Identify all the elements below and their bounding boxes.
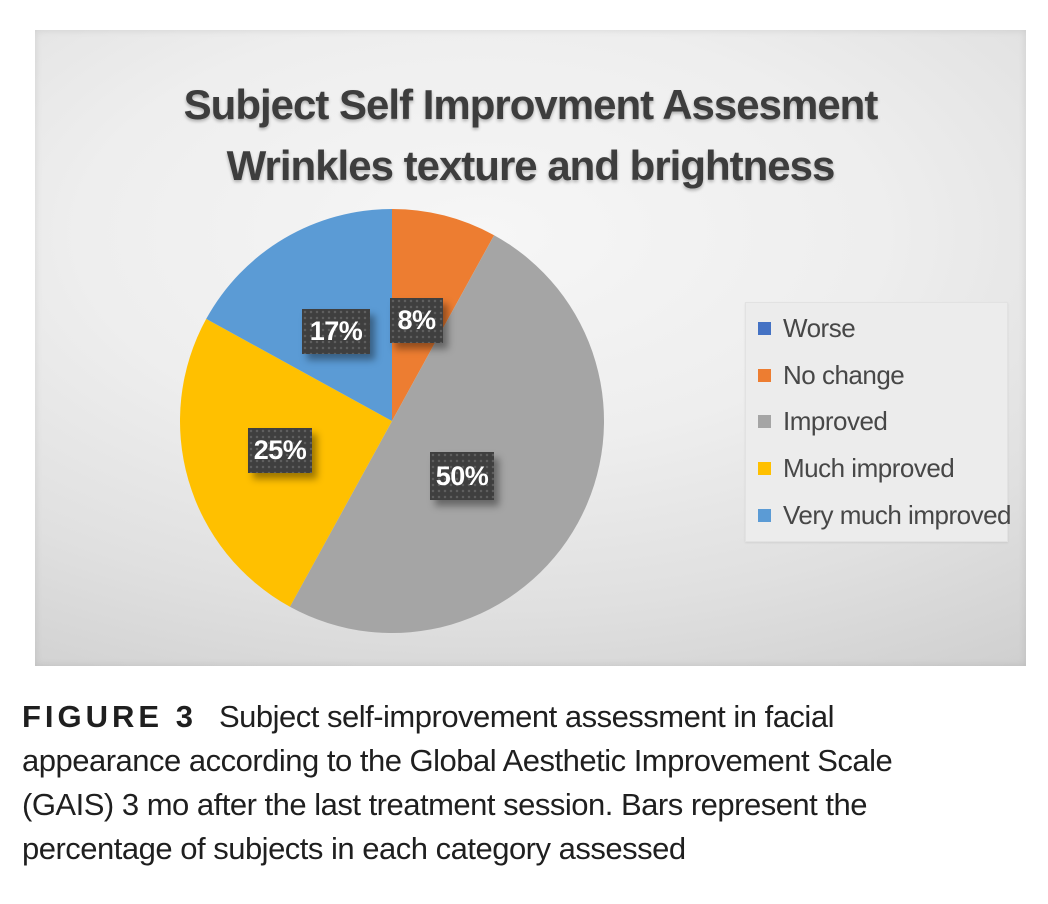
caption-line-1: FIGURE 3 Subject self-improvement assessm… bbox=[22, 695, 1032, 739]
pie-label-improved: 50% bbox=[430, 452, 494, 500]
legend-swatch-much-improved bbox=[758, 462, 771, 476]
caption-text-1: Subject self-improvement assessment in f… bbox=[218, 699, 834, 734]
pie-label-much-improved: 25% bbox=[248, 428, 312, 473]
legend-swatch-very-much-improved bbox=[758, 509, 771, 523]
legend-label-worse: Worse bbox=[783, 312, 856, 343]
chart-title-line-2: Wrinkles texture and brightness bbox=[226, 142, 836, 189]
caption-line-3: (GAIS) 3 mo after the last treatment ses… bbox=[22, 787, 868, 822]
pie-chart-svg bbox=[179, 209, 605, 634]
pie-slice-improved bbox=[289, 235, 605, 634]
chart-title: Subject Self Improvment Assesment Wrinkl… bbox=[35, 74, 1026, 196]
legend-label-improved: Improved bbox=[783, 406, 888, 437]
chart-title-line-1: Subject Self Improvment Assesment bbox=[183, 81, 879, 128]
figure-caption: FIGURE 3 Subject self-improvement assessm… bbox=[22, 695, 1032, 871]
legend-swatch-no-change bbox=[758, 368, 771, 382]
legend-swatch-worse bbox=[758, 321, 771, 335]
caption-line-4: percentage of subjects in each category … bbox=[22, 831, 686, 866]
pie-slice-no-change bbox=[392, 209, 495, 421]
legend-item-much-improved: Much improved bbox=[758, 446, 1007, 492]
legend-label-much-improved: Much improved bbox=[783, 453, 955, 484]
legend-item-worse: Worse bbox=[758, 305, 1007, 351]
legend-item-no-change: No change bbox=[758, 352, 1007, 398]
pie-slice-very-much-improved bbox=[206, 209, 392, 421]
caption-line-2: appearance according to the Global Aesth… bbox=[22, 743, 893, 778]
legend-swatch-improved bbox=[758, 415, 771, 429]
pie-label-very-much-improved: 17% bbox=[302, 309, 370, 354]
legend-item-improved: Improved bbox=[758, 399, 1007, 445]
figure-caption-label: FIGURE 3 bbox=[22, 699, 197, 734]
legend-item-very-much-improved: Very much improved bbox=[758, 493, 1011, 539]
figure-3-chart-image: Subject Self Improvment Assesment Wrinkl… bbox=[35, 30, 1026, 666]
legend-label-no-change: No change bbox=[783, 359, 905, 390]
legend-label-very-much-improved: Very much improved bbox=[783, 500, 1011, 531]
legend: Worse No change Improved Much improved V… bbox=[745, 302, 1011, 542]
pie-label-no-change: 8% bbox=[390, 298, 443, 343]
